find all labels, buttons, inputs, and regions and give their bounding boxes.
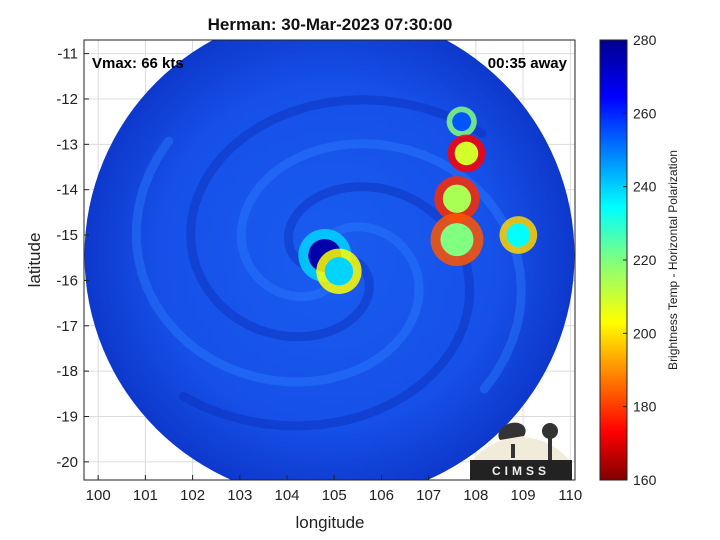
colorbar-label: Brightness Temp - Horizontal Polarizatio… [666, 150, 680, 370]
vmax-annotation: Vmax: 66 kts [92, 55, 184, 72]
y-axis: -11 -12 -13 -14 -15 -16 -17 -18 -19 -20 [56, 46, 89, 471]
logo-bar [470, 460, 572, 480]
x-tick-label: 103 [227, 487, 252, 504]
cold-feature [454, 141, 479, 166]
cold-features [298, 106, 538, 295]
cold-feature [452, 112, 472, 132]
cimss-logo: CIMSS [470, 422, 572, 480]
y-tick-label: -17 [56, 318, 78, 335]
chart-title: Herman: 30-Mar-2023 07:30:00 [208, 15, 453, 34]
colorbar-tick-label: 180 [633, 399, 657, 415]
y-tick-label: -16 [56, 272, 78, 289]
rain-band [131, 136, 424, 387]
x-axis: 100 101 102 103 104 105 106 107 108 109 110 [86, 475, 582, 504]
logo-dish-stand [511, 444, 515, 458]
x-tick-label: 105 [322, 487, 347, 504]
y-tick-label: -11 [57, 46, 78, 63]
x-tick-label: 107 [416, 487, 441, 504]
y-tick-label: -19 [56, 408, 78, 425]
x-tick-label: 110 [558, 487, 582, 504]
plot-frame [83, 39, 576, 481]
colorbar-tick-label: 160 [633, 472, 657, 488]
x-tick-label: 100 [86, 487, 111, 504]
x-axis-label: longitude [295, 513, 364, 532]
colorbar [599, 39, 628, 481]
x-tick-label: 102 [180, 487, 205, 504]
logo-tower-icon [542, 423, 558, 439]
cold-feature [440, 223, 474, 257]
colorbar-tick-label: 220 [633, 252, 657, 268]
y-tick-label: -13 [56, 136, 78, 153]
x-tick-label: 104 [274, 487, 299, 504]
logo-dish-icon [498, 422, 526, 440]
colorbar-tick-label: 280 [633, 32, 657, 48]
x-tick-label: 101 [133, 487, 158, 504]
cold-feature [442, 184, 472, 213]
y-tick-label: -18 [56, 363, 78, 380]
colorbar-tick-label: 260 [633, 105, 657, 121]
cold-feature [506, 223, 531, 247]
colorbar-tick-label: 240 [633, 179, 657, 195]
y-axis-label: latitude [25, 233, 44, 288]
cold-feature [324, 257, 354, 286]
logo-tower-stand [548, 438, 552, 460]
x-tick-label: 106 [369, 487, 394, 504]
y-tick-label: -20 [56, 454, 78, 471]
rain-band [186, 95, 487, 342]
logo-text: CIMSS [492, 464, 550, 478]
swath-group [84, 40, 575, 480]
colorbar-ticks: 160 180 200 220 240 260 280 [623, 32, 657, 488]
y-tick-label: -12 [56, 91, 78, 108]
y-tick-label: -15 [56, 227, 78, 244]
time-away-annotation: 00:35 away [488, 55, 568, 72]
x-tick-label: 109 [511, 487, 536, 504]
colorbar-tick-label: 200 [633, 325, 657, 341]
y-tick-label: -14 [56, 182, 78, 199]
x-tick-label: 108 [463, 487, 488, 504]
rain-band [179, 182, 475, 431]
